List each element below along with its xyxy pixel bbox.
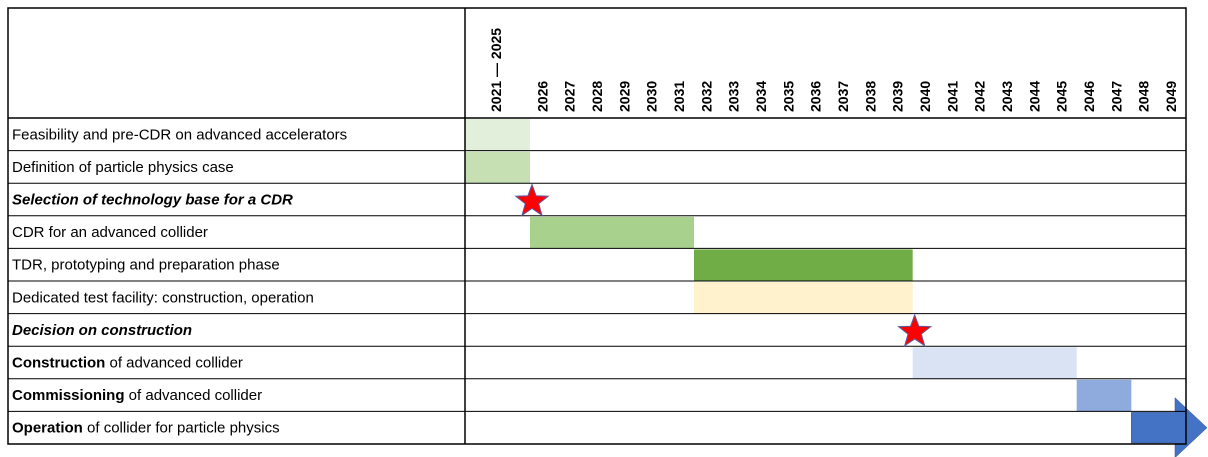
task-label: Definition of particle physics case xyxy=(12,159,234,176)
table-border xyxy=(7,7,1187,445)
year-label: 2027 xyxy=(562,81,578,112)
year-label: 2021 — 2025 xyxy=(488,28,504,112)
task-arrow xyxy=(1131,397,1208,457)
year-label: 2048 xyxy=(1136,81,1152,112)
year-label: 2043 xyxy=(999,81,1015,112)
task-bar xyxy=(530,216,694,249)
label-part: Construction xyxy=(12,354,105,371)
label-part: Commissioning xyxy=(12,387,125,404)
year-label: 2046 xyxy=(1081,81,1097,112)
year-label: 2026 xyxy=(534,81,550,112)
label-part: Definition of particle physics case xyxy=(12,159,234,176)
task-label: TDR, prototyping and preparation phase xyxy=(12,257,280,274)
task-bar xyxy=(465,151,530,184)
year-label: 2035 xyxy=(780,81,796,112)
task-bar xyxy=(1076,379,1132,412)
year-label: 2038 xyxy=(862,81,878,112)
task-bar xyxy=(694,249,913,281)
year-label: 2033 xyxy=(726,81,742,112)
year-label: 2032 xyxy=(698,81,714,112)
label-part: Selection of technology base for a CDR xyxy=(12,191,293,208)
task-label: Construction of advanced collider xyxy=(12,354,243,371)
task-bar xyxy=(465,119,530,151)
task-bar xyxy=(912,347,1077,379)
year-label: 2049 xyxy=(1163,81,1179,112)
year-label: 2037 xyxy=(835,81,851,112)
year-label: 2047 xyxy=(1108,81,1124,112)
task-bar xyxy=(694,282,913,314)
task-label: Feasibility and pre-CDR on advanced acce… xyxy=(12,126,347,143)
task-label: Dedicated test facility: construction, o… xyxy=(12,289,314,306)
task-label: Commissioning of advanced collider xyxy=(12,387,262,404)
year-label: 2045 xyxy=(1054,81,1070,112)
year-label: 2040 xyxy=(917,81,933,112)
task-label: CDR for an advanced collider xyxy=(12,224,208,241)
task-label: Selection of technology base for a CDR xyxy=(12,191,293,208)
label-part: Decision on construction xyxy=(12,322,192,339)
year-label: 2041 xyxy=(944,81,960,112)
year-label: 2030 xyxy=(644,81,660,112)
label-part: of advanced collider xyxy=(125,387,263,404)
year-label: 2039 xyxy=(890,81,906,112)
label-part: CDR for an advanced collider xyxy=(12,224,208,241)
label-part: of advanced collider xyxy=(105,354,243,371)
year-label: 2036 xyxy=(808,81,824,112)
label-part: Dedicated test facility: construction, o… xyxy=(12,289,314,306)
year-label: 2044 xyxy=(1026,81,1042,112)
label-part: Operation xyxy=(12,420,83,437)
label-part: TDR, prototyping and preparation phase xyxy=(12,257,280,274)
label-part: of collider for particle physics xyxy=(83,420,280,437)
year-label: 2042 xyxy=(972,81,988,112)
milestone-star xyxy=(897,313,933,347)
year-label: 2028 xyxy=(589,81,605,112)
milestone-star xyxy=(514,183,550,217)
year-label: 2029 xyxy=(616,81,632,112)
task-label: Decision on construction xyxy=(12,322,192,339)
label-part: Feasibility and pre-CDR on advanced acce… xyxy=(12,126,347,143)
year-label: 2034 xyxy=(753,81,769,112)
task-label: Operation of collider for particle physi… xyxy=(12,420,280,437)
year-label: 2031 xyxy=(671,81,687,112)
